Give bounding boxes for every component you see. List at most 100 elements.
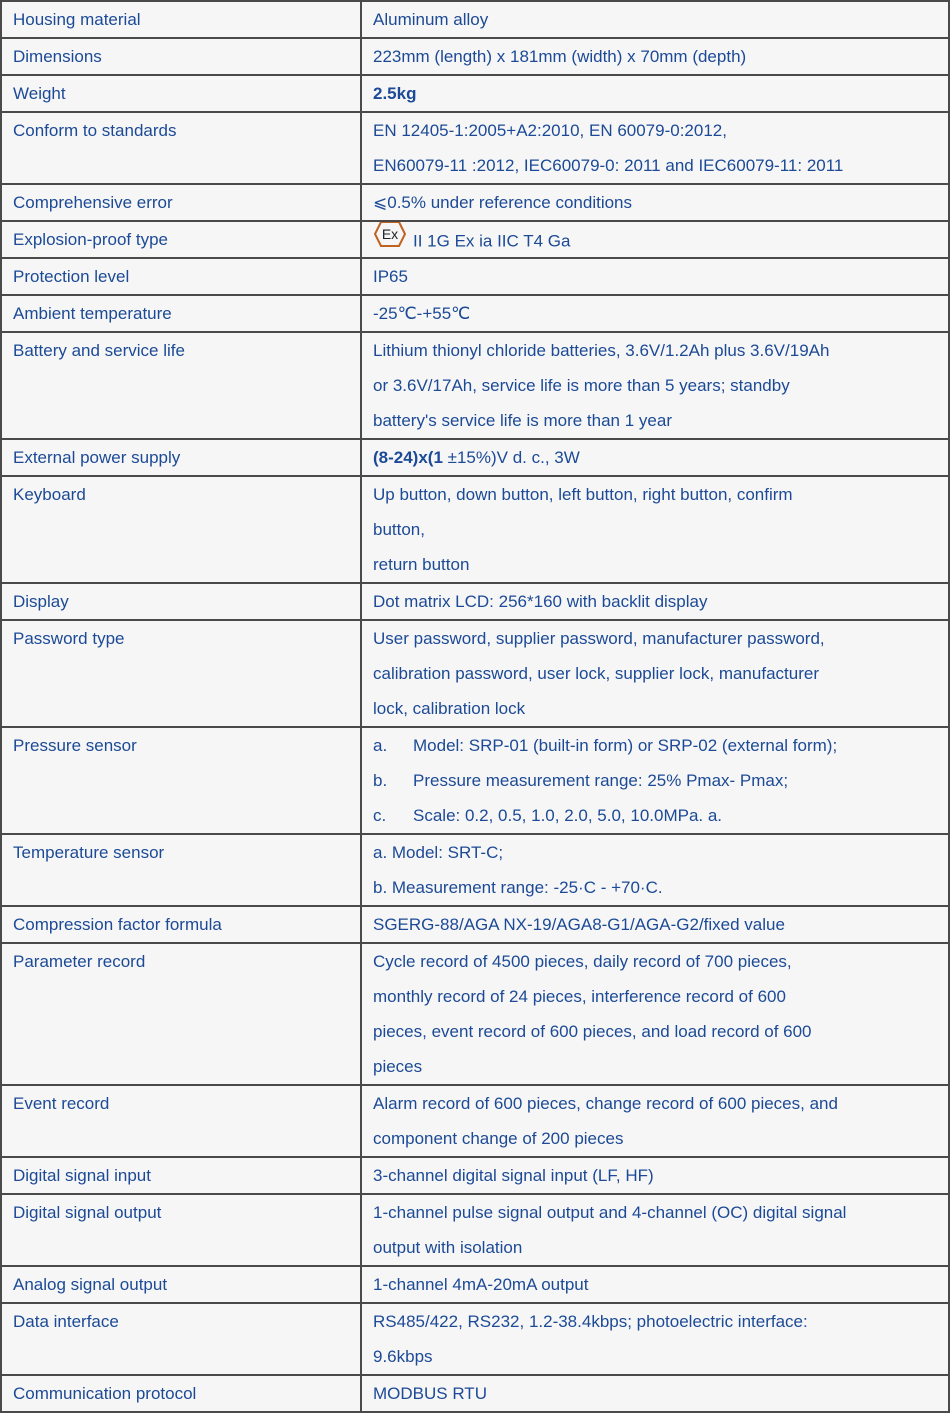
value-text: component change of 200 pieces [373,1129,624,1148]
value-text: Cycle record of 4500 pieces, daily recor… [373,952,792,971]
value-line: or 3.6V/17Ah, service life is more than … [373,368,947,403]
spec-label: Ambient temperature [0,294,362,333]
table-row: Dimensions 223mm (length) x 181mm (width)… [0,37,950,76]
table-row: Protection level IP65 [0,257,950,296]
spec-label: Keyboard [0,475,362,584]
spec-value: 3-channel digital signal input (LF, HF) [360,1156,950,1195]
value-line: -25℃-+55℃ [373,297,947,330]
spec-label: Digital signal input [0,1156,362,1195]
value-text: User password, supplier password, manufa… [373,629,825,648]
spec-value: SGERG-88/AGA NX-19/AGA8-G1/AGA-G2/fixed … [360,905,950,944]
table-row: Event record Alarm record of 600 pieces, … [0,1084,950,1158]
table-row: Keyboard Up button, down button, left but… [0,475,950,584]
table-row: Temperature sensor a. Model: SRT-C; b. Mea… [0,833,950,907]
value-line: pieces, event record of 600 pieces, and … [373,1014,947,1049]
value-text: output with isolation [373,1238,523,1257]
spec-label: Password type [0,619,362,728]
spec-label: Protection level [0,257,362,296]
value-text: battery's service life is more than 1 ye… [373,411,672,430]
table-row: External power supply (8-24)x(1 ±15%)V d.… [0,438,950,477]
svg-text:Ex: Ex [382,226,398,242]
spec-value: Lithium thionyl chloride batteries, 3.6V… [360,331,950,440]
value-text: b. Measurement range: -25·C - +70·C. [373,878,663,897]
spec-value: 2.5kg [360,74,950,113]
spec-value: Up button, down button, left button, rig… [360,475,950,584]
value-line: (8-24)x(1 ±15%)V d. c., 3W [373,441,947,474]
spec-value: 1-channel pulse signal output and 4-chan… [360,1193,950,1267]
value-line: IP65 [373,260,947,293]
spec-value: (8-24)x(1 ±15%)V d. c., 3W [360,438,950,477]
spec-value: a. Model: SRT-C; b. Measurement range: -2… [360,833,950,907]
list-marker: b. [373,771,388,790]
spec-label: Display [0,582,362,621]
spec-value: Ex II 1G Ex ia IIC T4 Ga [360,220,950,259]
spec-label: Explosion-proof type [0,220,362,259]
spec-label: Temperature sensor [0,833,362,907]
spec-label: Battery and service life [0,331,362,440]
value-line: Dot matrix LCD: 256*160 with backlit dis… [373,585,947,618]
value-line: ⩽0.5% under reference conditions [373,186,947,219]
value-text: EN60079-11 :2012, IEC60079-0: 2011 and I… [373,156,844,175]
value-text: EN 12405-1:2005+A2:2010, EN 60079-0:2012… [373,121,727,140]
spec-value: EN 12405-1:2005+A2:2010, EN 60079-0:2012… [360,111,950,185]
value-line: Alarm record of 600 pieces, change recor… [373,1087,947,1121]
spec-value: 1-channel 4mA-20mA output [360,1265,950,1304]
spec-value: User password, supplier password, manufa… [360,619,950,728]
table-row: Pressure sensor a. Model: SRP-01 (built-in… [0,726,950,835]
value-line: Up button, down button, left button, rig… [373,478,947,512]
spec-label: Compression factor formula [0,905,362,944]
value-line: b. Measurement range: -25·C - +70·C. [373,870,947,904]
value-text: 9.6kbps [373,1347,433,1366]
table-row: Compression factor formula SGERG-88/AGA N… [0,905,950,944]
list-marker: c. [373,806,387,825]
table-row: Explosion-proof type Ex II 1G Ex ia IIC T4… [0,220,950,259]
table-row: Parameter record Cycle record of 4500 pie… [0,942,950,1086]
table-row: Conform to standards EN 12405-1:2005+A2:2… [0,111,950,185]
value-line: b. Pressure measurement range: 25% Pmax- … [373,763,947,798]
value-text: Scale: 0.2, 0.5, 1.0, 2.0, 5.0, 10.0MPa.… [413,806,723,825]
value-text: MODBUS RTU [373,1384,487,1403]
value-text: -25℃-+55℃ [373,304,471,323]
spec-value: MODBUS RTU [360,1374,950,1413]
value-text: Up button, down button, left button, rig… [373,485,793,504]
value-text: 223mm (length) x 181mm (width) x 70mm (d… [373,47,747,66]
spec-label: Housing material [0,0,362,39]
spec-label: Comprehensive error [0,183,362,222]
table-row: Data interface RS485/422, RS232, 1.2-38.4… [0,1302,950,1376]
spec-value: Cycle record of 4500 pieces, daily recor… [360,942,950,1086]
spec-value: 223mm (length) x 181mm (width) x 70mm (d… [360,37,950,76]
table-row: Housing material Aluminum alloy [0,0,950,39]
value-text: RS485/422, RS232, 1.2-38.4kbps; photoele… [373,1312,808,1331]
list-marker: a. [373,736,388,755]
value-line: Aluminum alloy [373,3,947,36]
value-text: Model: SRP-01 (built-in form) or SRP-02 … [413,736,838,755]
table-row: Digital signal input 3-channel digital si… [0,1156,950,1195]
value-line: 9.6kbps [373,1339,947,1373]
value-line: 3-channel digital signal input (LF, HF) [373,1159,947,1192]
value-line: lock, calibration lock [373,691,947,725]
value-line: 223mm (length) x 181mm (width) x 70mm (d… [373,40,947,73]
table-row: Ambient temperature -25℃-+55℃ [0,294,950,333]
spec-value: -25℃-+55℃ [360,294,950,333]
value-line: Lithium thionyl chloride batteries, 3.6V… [373,334,947,368]
value-text: Dot matrix LCD: 256*160 with backlit dis… [373,592,708,611]
value-text: IP65 [373,267,408,286]
table-row: Comprehensive error ⩽0.5% under reference… [0,183,950,222]
spec-value: Dot matrix LCD: 256*160 with backlit dis… [360,582,950,621]
value-text: Alarm record of 600 pieces, change recor… [373,1094,838,1113]
ex-mark-icon: Ex [373,223,407,256]
value-text: Lithium thionyl chloride batteries, 3.6V… [373,341,830,360]
value-text: a. Model: SRT-C; [373,843,504,862]
value-line: RS485/422, RS232, 1.2-38.4kbps; photoele… [373,1305,947,1339]
value-text: calibration password, user lock, supplie… [373,664,819,683]
value-line: pieces [373,1049,947,1083]
value-line: c. Scale: 0.2, 0.5, 1.0, 2.0, 5.0, 10.0MP… [373,798,947,832]
value-text: 3-channel digital signal input (LF, HF) [373,1166,654,1185]
value-line: 1-channel pulse signal output and 4-chan… [373,1196,947,1230]
value-line: SGERG-88/AGA NX-19/AGA8-G1/AGA-G2/fixed … [373,908,947,941]
value-text: ±15%)V d. c., 3W [442,448,580,467]
spec-label: Event record [0,1084,362,1158]
value-text: button, [373,520,425,539]
value-line: output with isolation [373,1230,947,1264]
